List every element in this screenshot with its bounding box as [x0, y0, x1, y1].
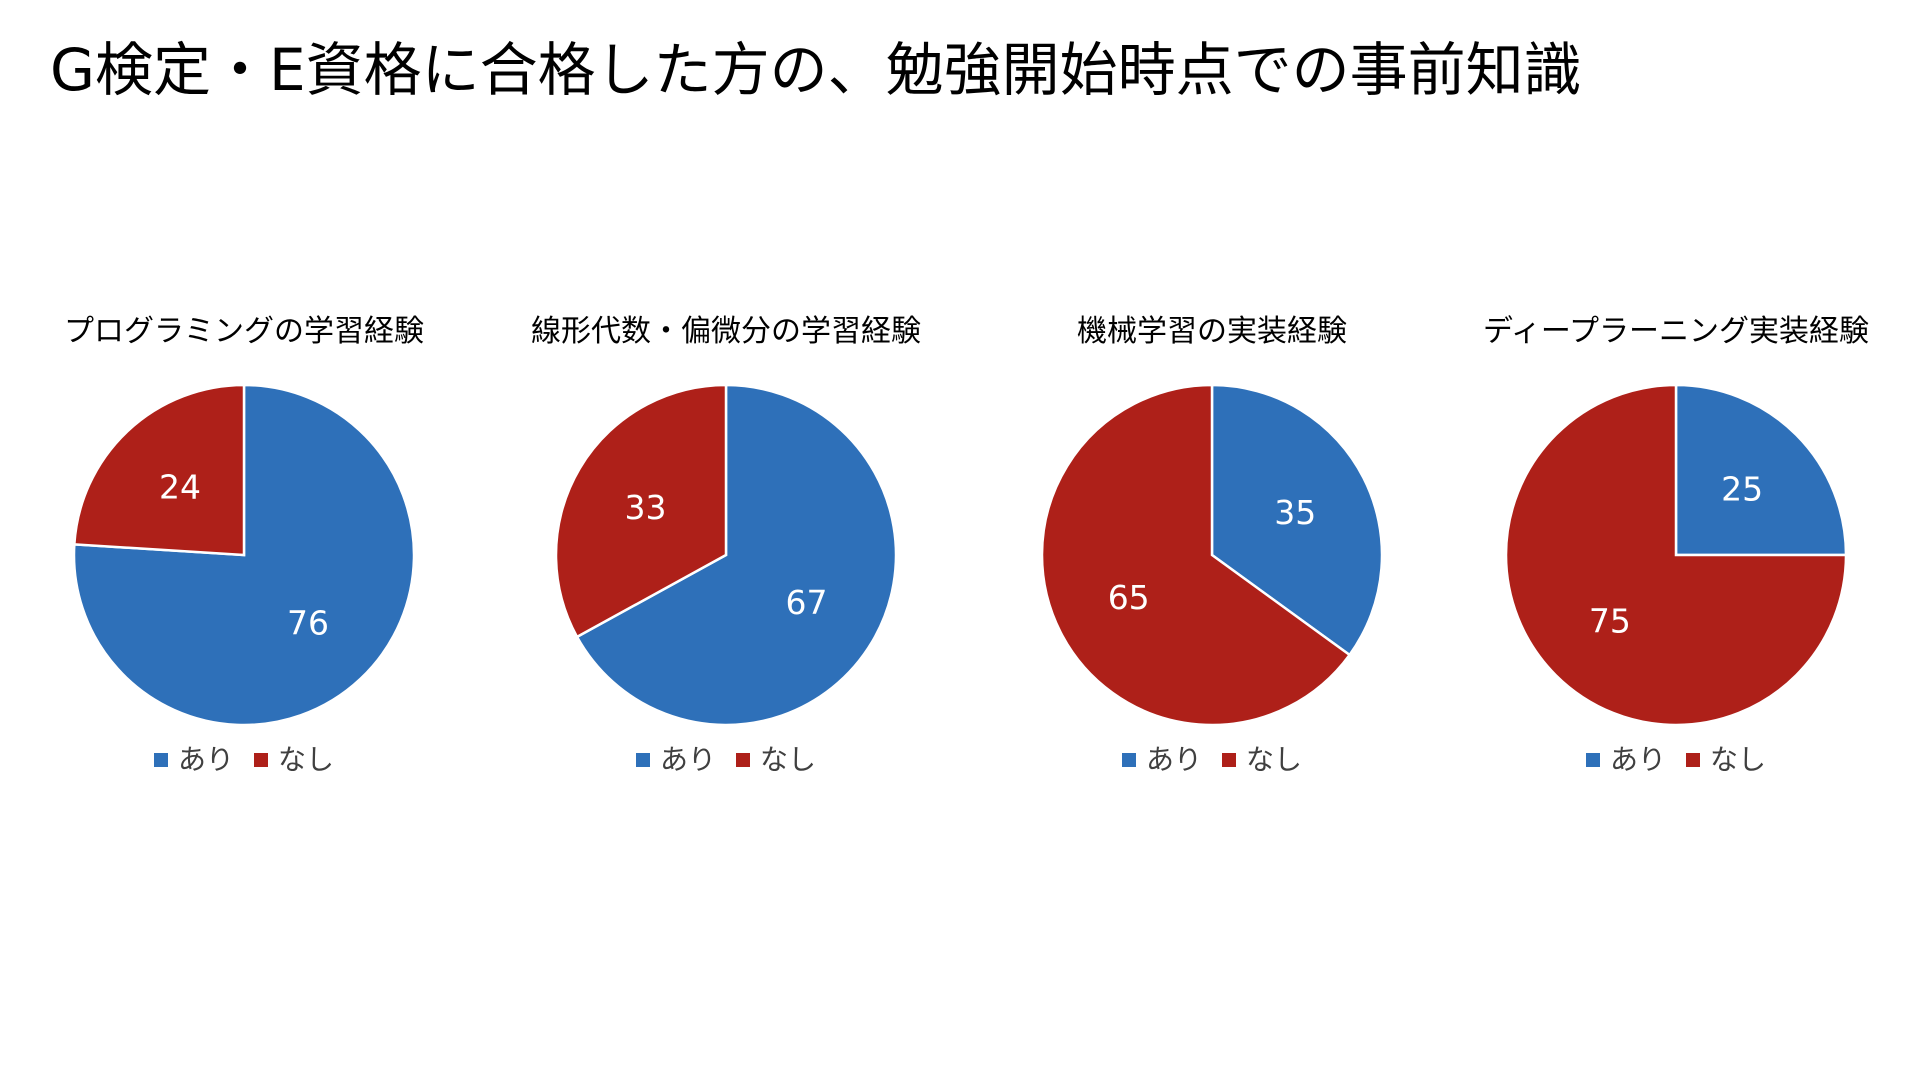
data-label-no: 24 — [159, 467, 201, 506]
data-label-yes: 25 — [1721, 469, 1763, 508]
data-label-yes: 35 — [1274, 493, 1316, 532]
pie-chart-linear-algebra: 線形代数・偏微分の学習経験 67 33 あり なし — [486, 310, 966, 790]
slice-yes — [1210, 383, 1384, 657]
legend-item-no: なし — [254, 740, 334, 780]
slice-no — [554, 383, 728, 639]
legend-item-no: なし — [736, 740, 816, 780]
chart-legend: あり なし — [486, 740, 966, 780]
data-label-no: 33 — [625, 488, 667, 527]
chart-title: 線形代数・偏微分の学習経験 — [531, 314, 921, 349]
pie-plot: 35 65 — [1040, 383, 1384, 727]
data-label-yes: 67 — [785, 583, 827, 622]
legend-label-no: なし — [278, 743, 335, 776]
chart-legend: あり なし — [1436, 740, 1916, 780]
slice-no — [1040, 383, 1352, 727]
slice-yes — [575, 383, 898, 727]
legend-swatch-no — [736, 753, 750, 767]
data-label-yes: 76 — [287, 604, 329, 643]
legend-item-yes: あり — [1585, 740, 1666, 780]
slice-yes — [1674, 383, 1848, 557]
slice-no — [73, 383, 246, 557]
legend-item-yes: あり — [153, 740, 234, 780]
pie-chart-ml-implementation: 機械学習の実装経験 35 65 あり なし — [972, 310, 1452, 790]
legend-label-yes: あり — [177, 743, 234, 776]
data-label-no: 75 — [1589, 602, 1631, 641]
legend-item-no: なし — [1686, 740, 1766, 780]
data-label-no: 65 — [1108, 578, 1150, 617]
legend-swatch-yes — [153, 753, 168, 767]
legend-swatch-yes — [1121, 753, 1136, 767]
slide-title: G検定・E資格に合格した方の、勉強開始時点での事前知識 — [50, 36, 1582, 104]
pie-chart-deep-learning: ディープラーニング実装経験 25 75 あり なし — [1436, 310, 1916, 790]
legend-label-no: なし — [1710, 743, 1767, 776]
legend-label-no: なし — [1246, 743, 1303, 776]
legend-label-yes: あり — [1609, 743, 1666, 776]
slice-yes — [72, 383, 416, 727]
chart-legend: あり なし — [4, 740, 484, 780]
slice-no — [1504, 383, 1848, 727]
chart-title: 機械学習の実装経験 — [1077, 314, 1347, 349]
legend-swatch-no — [254, 753, 268, 767]
legend-swatch-no — [1686, 753, 1700, 767]
legend-label-no: なし — [760, 743, 817, 776]
legend-item-yes: あり — [635, 740, 716, 780]
legend-label-yes: あり — [659, 743, 716, 776]
chart-title: ディープラーニング実装経験 — [1482, 314, 1870, 349]
legend-item-yes: あり — [1121, 740, 1202, 780]
pie-chart-programming: プログラミングの学習経験 76 24 あり なし — [4, 310, 484, 790]
legend-swatch-yes — [635, 753, 650, 767]
legend-swatch-no — [1222, 753, 1236, 767]
pie-plot: 76 24 — [72, 383, 416, 727]
pie-plot: 25 75 — [1504, 383, 1848, 727]
chart-title: プログラミングの学習経験 — [64, 314, 424, 349]
legend-item-no: なし — [1222, 740, 1302, 780]
chart-legend: あり なし — [972, 740, 1452, 780]
legend-swatch-yes — [1585, 753, 1600, 767]
pie-plot: 67 33 — [554, 383, 898, 727]
legend-label-yes: あり — [1145, 743, 1202, 776]
